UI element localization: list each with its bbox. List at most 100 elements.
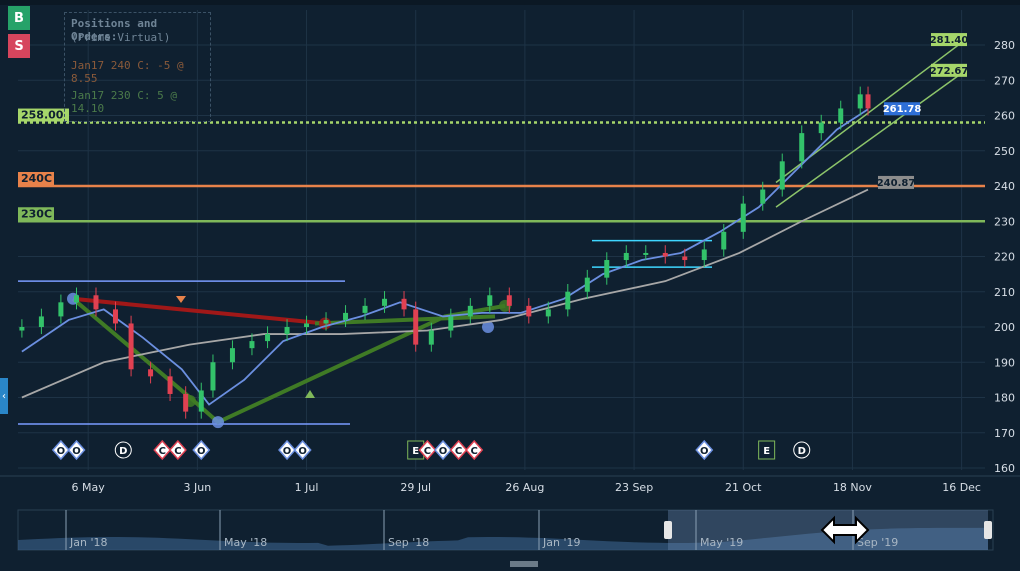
candle-body[interactable] bbox=[148, 369, 154, 377]
anchor-point[interactable] bbox=[212, 416, 224, 429]
event-marker-dividend[interactable] bbox=[793, 441, 811, 459]
candle-body[interactable] bbox=[740, 203, 746, 232]
x-tick-label: 6 May bbox=[72, 481, 106, 494]
event-marker-option[interactable] bbox=[67, 439, 86, 461]
candle-body[interactable] bbox=[760, 189, 766, 204]
candle-body[interactable] bbox=[284, 327, 290, 335]
anchor-point[interactable] bbox=[482, 321, 494, 333]
x-tick-label: 16 Dec bbox=[942, 481, 981, 494]
event-marker-call[interactable] bbox=[153, 439, 172, 461]
event-marker-label: O bbox=[700, 446, 709, 457]
level-tag bbox=[18, 207, 54, 221]
event-marker-call[interactable] bbox=[418, 439, 437, 461]
candle-body[interactable] bbox=[401, 298, 407, 310]
candle-body[interactable] bbox=[58, 302, 64, 317]
navigator-label: Jan '19 bbox=[542, 536, 580, 549]
candle-body[interactable] bbox=[448, 316, 454, 331]
candle-body[interactable] bbox=[229, 348, 235, 363]
candle-body[interactable] bbox=[623, 252, 629, 261]
pattern-line[interactable] bbox=[314, 314, 496, 326]
x-tick-label: 29 Jul bbox=[400, 481, 431, 494]
candle-body[interactable] bbox=[487, 295, 493, 306]
event-marker-option[interactable] bbox=[51, 439, 70, 461]
candle-body[interactable] bbox=[799, 133, 805, 162]
candle-body[interactable] bbox=[249, 341, 255, 349]
candle-body[interactable] bbox=[304, 323, 310, 327]
order-line-1[interactable]: Jan17 240 C: -5 @ 8.55 bbox=[71, 59, 184, 85]
candle-body[interactable] bbox=[857, 94, 863, 109]
candle-body[interactable] bbox=[467, 305, 473, 317]
candle-body[interactable] bbox=[428, 330, 434, 345]
candle-body[interactable] bbox=[198, 390, 204, 412]
drag-resize-icon[interactable] bbox=[820, 515, 870, 545]
level-tag-label: 230C bbox=[21, 207, 52, 220]
candle-body[interactable] bbox=[112, 309, 118, 324]
y-tick-label: 240 bbox=[994, 180, 1015, 193]
sell-button[interactable]: S bbox=[8, 34, 30, 58]
navigator-label: Sep '18 bbox=[388, 536, 429, 549]
candle-body[interactable] bbox=[413, 309, 419, 345]
candle-body[interactable] bbox=[604, 260, 610, 278]
y-tick-label: 170 bbox=[994, 427, 1015, 440]
candle-body[interactable] bbox=[838, 108, 844, 123]
candle-body[interactable] bbox=[343, 312, 349, 320]
candle-body[interactable] bbox=[183, 393, 189, 412]
candle-body[interactable] bbox=[565, 291, 571, 310]
y-tick-label: 220 bbox=[994, 251, 1015, 264]
price-tag bbox=[931, 63, 967, 77]
event-marker-option[interactable] bbox=[192, 439, 211, 461]
navigator-handle-right[interactable] bbox=[984, 521, 992, 539]
candle-body[interactable] bbox=[265, 334, 271, 342]
candle-body[interactable] bbox=[865, 94, 871, 109]
candle-body[interactable] bbox=[662, 252, 668, 257]
candle-body[interactable] bbox=[643, 252, 649, 255]
candle-body[interactable] bbox=[93, 295, 99, 310]
event-marker-call[interactable] bbox=[168, 439, 187, 461]
sell-signal-triangle bbox=[176, 296, 186, 303]
y-tick-label: 160 bbox=[994, 462, 1015, 475]
candle-body[interactable] bbox=[682, 256, 688, 261]
candle-body[interactable] bbox=[128, 323, 134, 370]
candle-body[interactable] bbox=[362, 305, 368, 313]
candle-body[interactable] bbox=[323, 319, 329, 324]
event-marker-label: E bbox=[412, 446, 419, 457]
y-tick-label: 210 bbox=[994, 286, 1015, 299]
candle-body[interactable] bbox=[506, 295, 512, 306]
positions-panel: Positions and Orders: (Prime Virtual) Ja… bbox=[64, 12, 211, 122]
candle-body[interactable] bbox=[167, 376, 173, 394]
order-line-2[interactable]: Jan17 230 C: 5 @ 14.10 bbox=[71, 89, 177, 115]
candle-body[interactable] bbox=[73, 295, 79, 303]
event-marker-label: O bbox=[298, 446, 307, 457]
x-tick-label: 23 Sep bbox=[615, 481, 653, 494]
candle-body[interactable] bbox=[210, 362, 216, 391]
candle-body[interactable] bbox=[721, 231, 727, 250]
candle-body[interactable] bbox=[545, 309, 551, 317]
candle-body[interactable] bbox=[526, 305, 532, 317]
scroll-grip[interactable] bbox=[510, 561, 538, 567]
candle-body[interactable] bbox=[818, 122, 824, 134]
price-tag-label: 261.78 bbox=[883, 104, 922, 115]
collapse-panel-button[interactable]: ‹ bbox=[0, 378, 8, 414]
price-tag bbox=[931, 33, 967, 47]
event-marker-earnings[interactable] bbox=[758, 440, 776, 460]
event-marker-dividend[interactable] bbox=[114, 441, 132, 459]
candle-body[interactable] bbox=[701, 249, 707, 261]
event-marker-option[interactable] bbox=[278, 439, 297, 461]
event-marker-option[interactable] bbox=[434, 439, 453, 461]
event-marker-option[interactable] bbox=[695, 439, 714, 461]
navigator-handle-left[interactable] bbox=[664, 521, 672, 539]
buy-button[interactable]: B bbox=[8, 6, 30, 30]
candle-body[interactable] bbox=[38, 316, 44, 327]
candle-body[interactable] bbox=[584, 277, 590, 292]
candle-body[interactable] bbox=[19, 327, 25, 331]
candle-body[interactable] bbox=[382, 298, 388, 306]
y-tick-label: 200 bbox=[994, 321, 1015, 334]
event-marker-label: C bbox=[455, 446, 462, 457]
channel-line[interactable] bbox=[775, 70, 966, 208]
event-marker-call[interactable] bbox=[465, 439, 484, 461]
candle-body[interactable] bbox=[779, 161, 785, 190]
event-marker-call[interactable] bbox=[449, 439, 468, 461]
event-marker-option[interactable] bbox=[293, 439, 312, 461]
